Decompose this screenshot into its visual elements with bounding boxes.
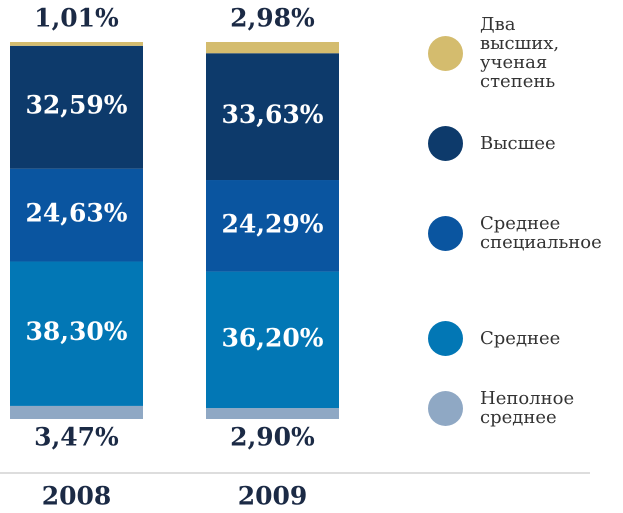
value-label: 38,30%: [25, 317, 127, 346]
bar-segment: [206, 271, 339, 409]
value-label: 2,98%: [230, 4, 315, 33]
legend-swatch: [428, 390, 463, 426]
bar-segment: [206, 42, 339, 54]
legend-swatch: [428, 215, 463, 251]
bar-segment: [10, 45, 143, 169]
value-label: 1,01%: [34, 4, 119, 33]
bar-segment: [10, 261, 143, 406]
bar-segment: [10, 168, 143, 262]
legend-label: Среднее специальное: [480, 213, 602, 253]
bar-segment: [206, 53, 339, 181]
legend-swatch: [428, 320, 463, 356]
value-label: 3,47%: [34, 423, 119, 452]
legend-swatch: [428, 35, 463, 71]
legend-label: Высшее: [480, 132, 556, 154]
legend-label: Два высших, ученая степень: [480, 14, 560, 92]
value-label: 2,90%: [230, 423, 315, 452]
value-label: 24,63%: [25, 199, 127, 228]
bar-segment: [10, 42, 143, 46]
bar-segment: [206, 408, 339, 419]
value-label: 32,59%: [25, 91, 127, 120]
bar-segment: [206, 180, 339, 272]
legend-label: Среднее: [480, 327, 561, 349]
value-label: 36,20%: [221, 323, 323, 352]
legend-label: Неполное среднее: [480, 388, 575, 428]
bar-segment: [10, 405, 143, 419]
value-label: 33,63%: [221, 100, 323, 129]
value-label: 24,29%: [221, 209, 323, 238]
legend-swatch: [428, 125, 463, 161]
x-tick-label: 2008: [42, 482, 112, 511]
x-tick-label: 2009: [238, 482, 308, 511]
